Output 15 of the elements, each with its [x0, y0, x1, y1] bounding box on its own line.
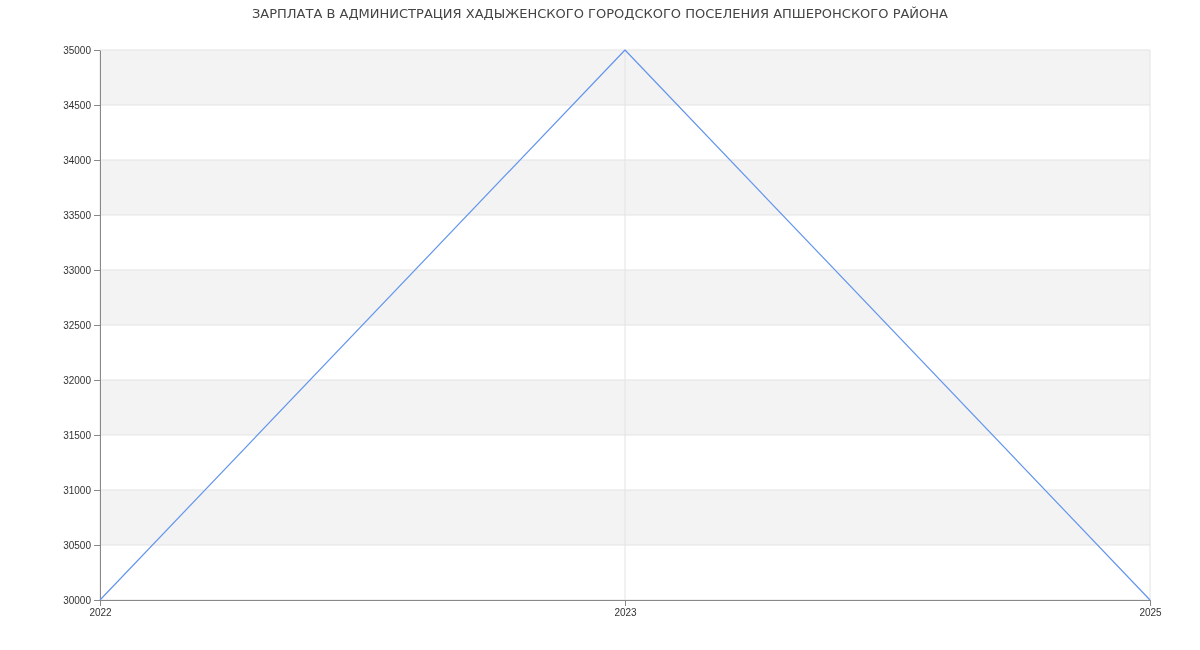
- y-tick-label: 32000: [63, 374, 92, 386]
- y-tick-label: 30000: [63, 594, 92, 606]
- y-tick-label: 34500: [63, 99, 92, 111]
- y-tick-label: 31500: [63, 429, 92, 441]
- y-tick-label: 34000: [63, 154, 92, 166]
- y-tick-label: 32500: [63, 319, 92, 331]
- y-tick-label: 35000: [63, 44, 92, 56]
- y-tick-label: 33000: [63, 264, 92, 276]
- x-tick-label: 2025: [1139, 607, 1163, 619]
- y-tick-label: 31000: [63, 484, 92, 496]
- x-tick-label: 2022: [89, 607, 113, 619]
- y-tick-label: 30500: [63, 539, 92, 551]
- x-tick-label: 2023: [614, 607, 638, 619]
- y-tick-label: 33500: [63, 209, 92, 221]
- chart-title: ЗАРПЛАТА В АДМИНИСТРАЦИЯ ХАДЫЖЕНСКОГО ГОРОДСКОГО ПОСЕЛЕНИЯ АПШЕРОНСКОГО РАЙОНА: [252, 6, 949, 21]
